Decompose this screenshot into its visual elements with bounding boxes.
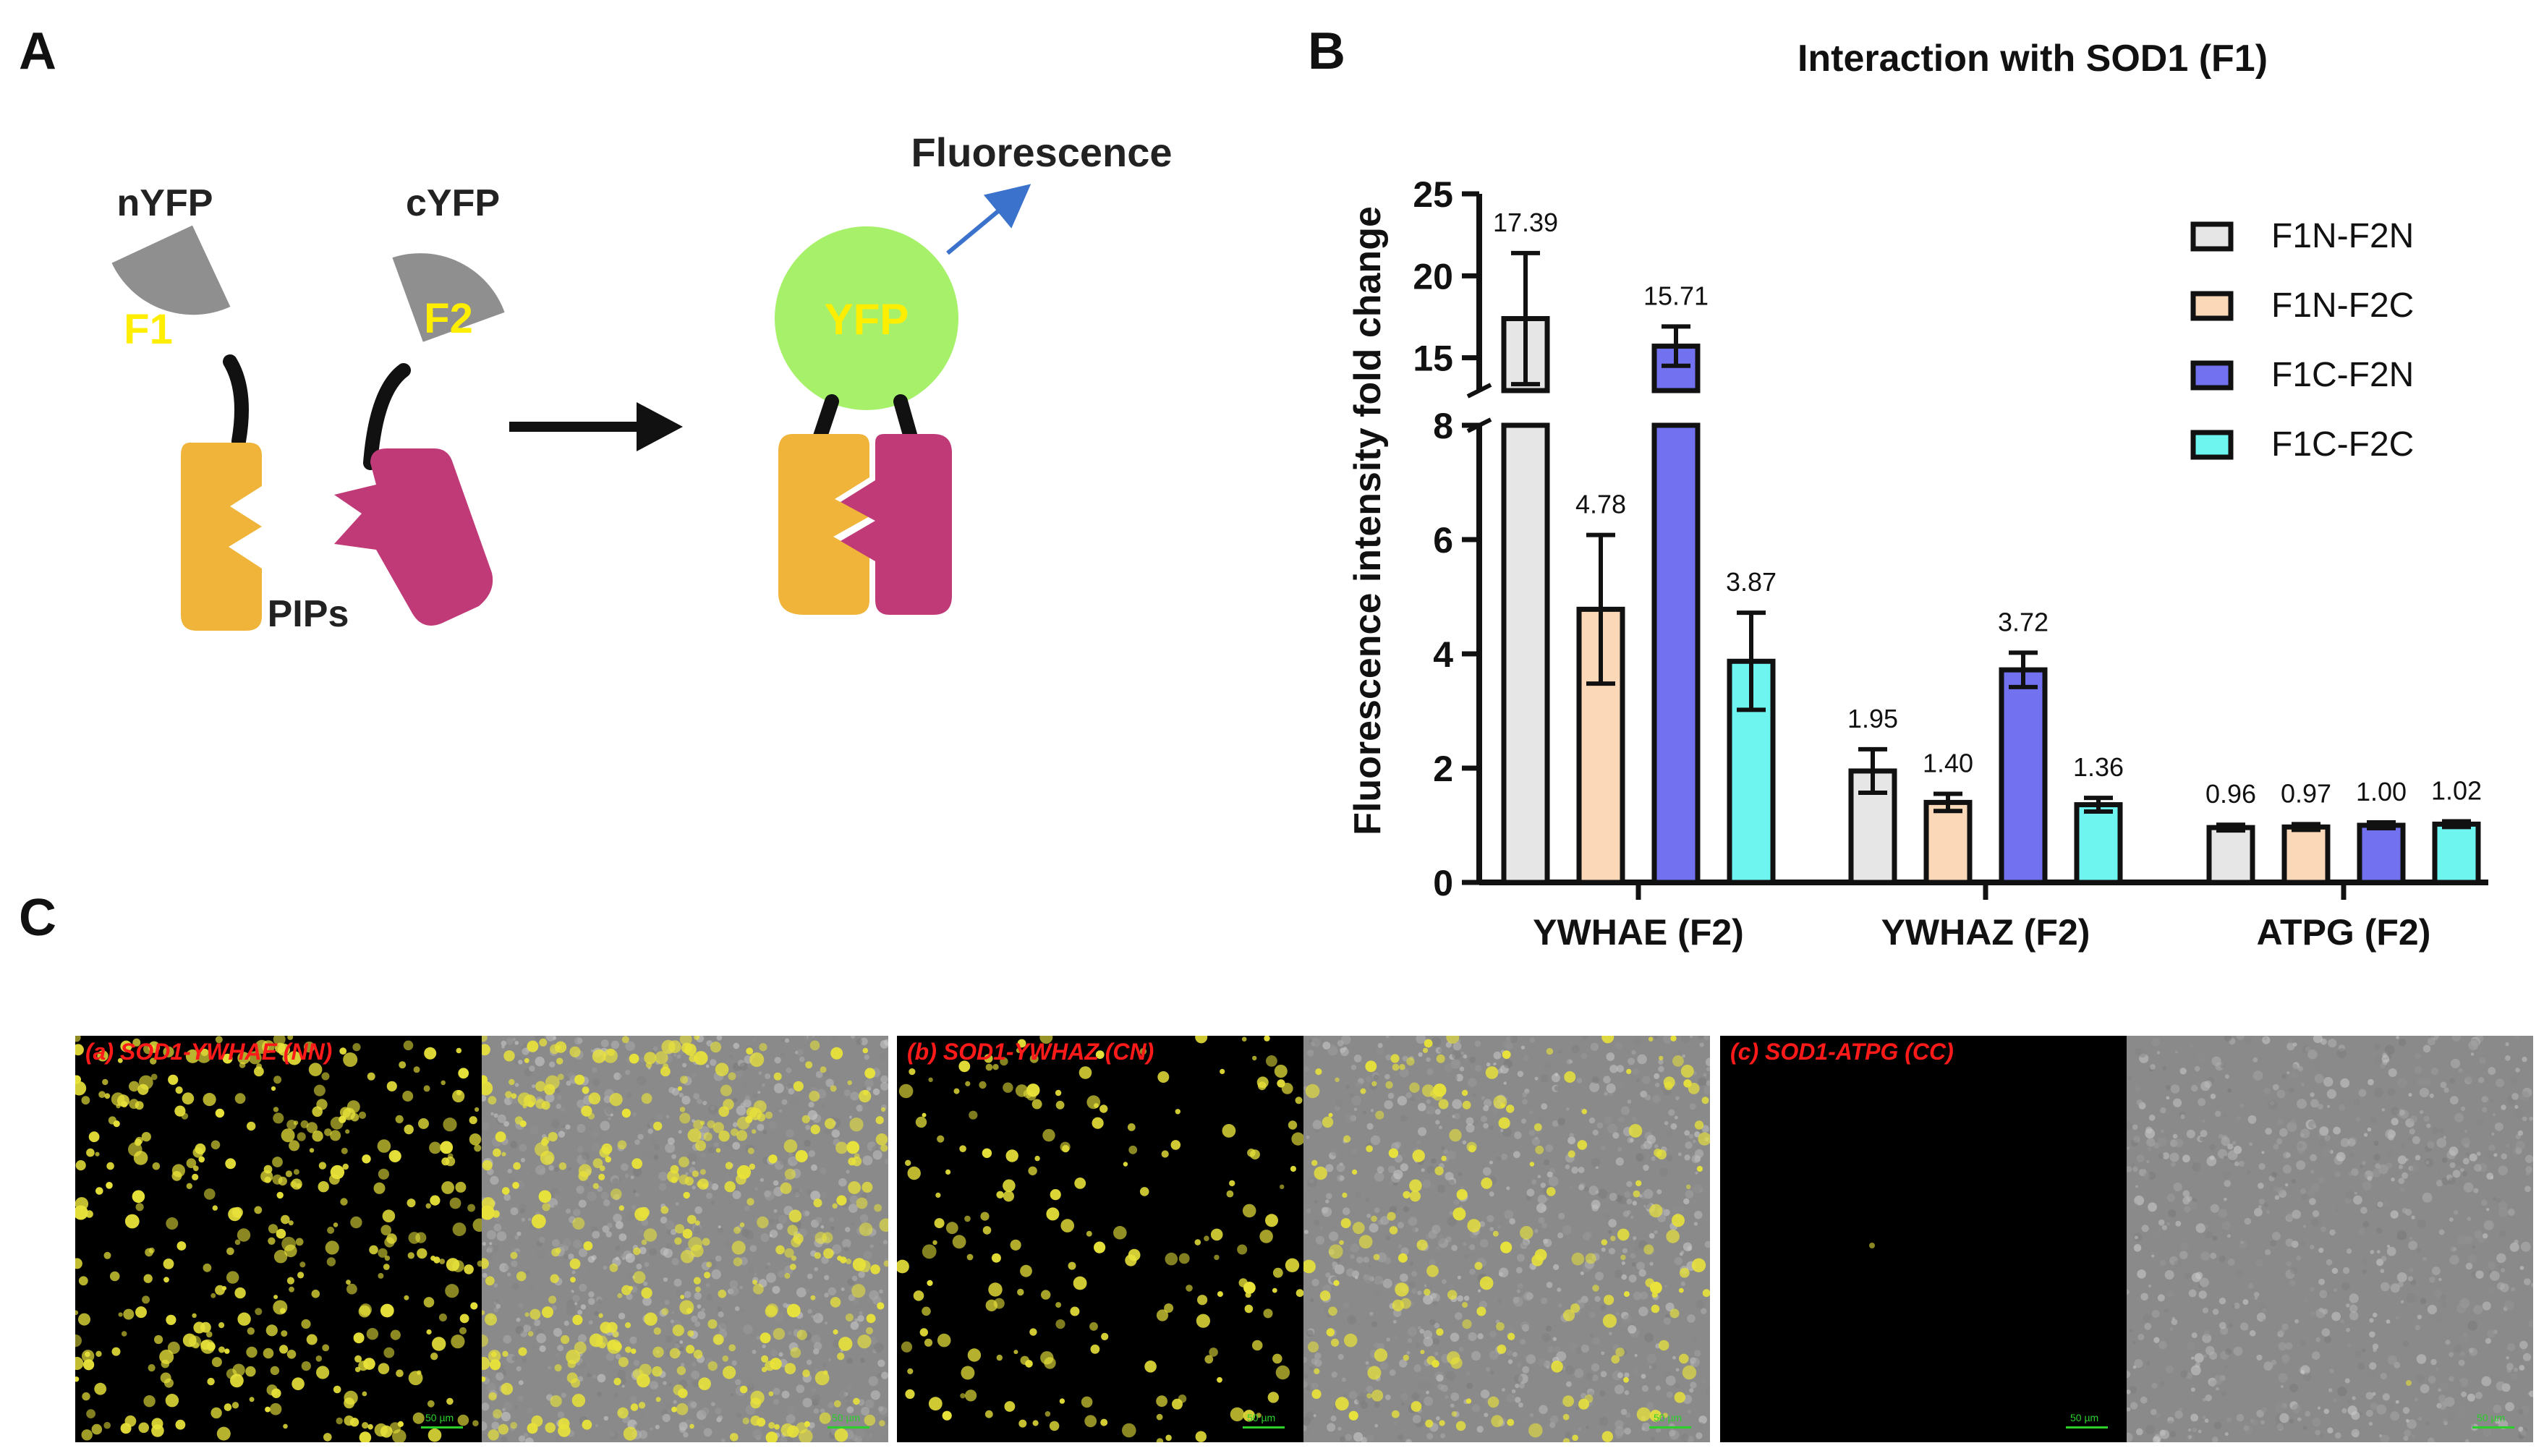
data-label: 1.95 <box>1847 704 1898 733</box>
f1-label: F1 <box>124 306 173 353</box>
bar-f1c-f2n-2 <box>2357 822 2406 885</box>
legend-label-f1c-f2n: F1C-F2N <box>2271 356 2414 394</box>
scale-bar-label: 50 µm <box>425 1412 454 1423</box>
y-tick-label: 6 <box>1433 520 1453 561</box>
y-tick-label: 25 <box>1413 174 1453 215</box>
x-tick-label: ATPG (F2) <box>2257 912 2431 953</box>
legend-swatch-f1c-f2c <box>2190 430 2234 460</box>
x-tick-label: YWHAE (F2) <box>1533 912 1744 953</box>
micrograph-a-merged: 50 µm <box>482 1036 888 1442</box>
y-tick-label: 4 <box>1433 634 1453 675</box>
legend-label-f1n-f2c: F1N-F2C <box>2271 286 2414 325</box>
panel-letter-c: C <box>19 889 56 947</box>
bar-f1n-f2n-0-lower <box>1501 422 1550 885</box>
reaction-arrowhead <box>637 402 683 451</box>
cyfp-label: cYFP <box>406 182 500 224</box>
y-axis-label: Fluorescence intensity fold change <box>1347 206 1389 835</box>
data-label: 17.39 <box>1493 208 1558 237</box>
protein-orange-right <box>778 434 869 615</box>
scale-bar-label: 50 µm <box>1247 1412 1276 1423</box>
scale-bar <box>1243 1426 1285 1429</box>
y-tick-label: 8 <box>1433 406 1453 446</box>
micrograph-label: (b) SOD1-YWHAZ (CN) <box>907 1039 1154 1065</box>
scale-bar <box>2066 1426 2108 1429</box>
bar-f1n-f2c-2 <box>2281 824 2331 885</box>
bar-f1n-f2c-1 <box>1923 799 1973 885</box>
nyfp-label: nYFP <box>117 182 213 224</box>
scale-bar-label: 50 µm <box>2477 1412 2506 1423</box>
bifc-schematic: nYFP cYFP F1 F2 PIPs YFP Fluorescence <box>111 129 1173 635</box>
scale-bar-label: 50 µm <box>2070 1412 2099 1423</box>
data-label: 3.87 <box>1726 567 1777 597</box>
panel-letter-a: A <box>19 22 56 80</box>
scale-bar-label: 50 µm <box>1654 1412 1682 1423</box>
micrograph-c-fluor: (c) SOD1-ATPG (CC) 50 µm <box>1720 1036 2127 1442</box>
bar-break-gap <box>1650 393 1702 422</box>
cyfp-half-circle <box>392 253 505 342</box>
data-label: 0.97 <box>2281 778 2331 808</box>
data-label: 1.36 <box>2073 752 2124 782</box>
scale-bar-label: 50 µm <box>832 1412 861 1423</box>
data-label: 0.96 <box>2205 779 2256 809</box>
chart-title: Interaction with SOD1 (F1) <box>1798 38 2268 80</box>
fluorescence-bar-chart: Interaction with SOD1 (F1) Fluorescence i… <box>1347 38 2488 953</box>
bar-f1c-f2c-1 <box>2074 802 2123 885</box>
micrograph-label: (c) SOD1-ATPG (CC) <box>1730 1039 1954 1065</box>
micrograph-b-fluor: (b) SOD1-YWHAZ (CN) 50 µm <box>897 1036 1303 1442</box>
data-label: 4.78 <box>1575 490 1626 519</box>
fluorescence-arrow <box>946 184 1031 255</box>
bar-f1c-f2n-1 <box>1999 667 2048 885</box>
legend-label-f1n-f2n: F1N-F2N <box>2271 217 2414 255</box>
data-label: 1.40 <box>1923 749 1973 778</box>
data-label: 15.71 <box>1643 281 1709 310</box>
linker-right <box>363 363 411 470</box>
nyfp-half-circle <box>111 225 231 315</box>
y-tick-label: 20 <box>1413 256 1453 297</box>
f2-label: F2 <box>424 295 473 342</box>
axis-break-mark-top <box>1466 383 1492 399</box>
scale-bar <box>421 1426 463 1429</box>
micrograph-a-fluor: (a) SOD1-YWHAE (NN) 50 µm <box>75 1036 482 1442</box>
x-tick-label: YWHAZ (F2) <box>1881 912 2090 953</box>
micrograph-label: (a) SOD1-YWHAE (NN) <box>85 1039 333 1065</box>
yfp-label: YFP <box>825 295 909 344</box>
data-label: 1.02 <box>2431 775 2482 805</box>
y-tick-label: 15 <box>1413 339 1453 379</box>
scale-bar <box>828 1426 869 1429</box>
y-tick-label: 2 <box>1433 749 1453 789</box>
bar-f1n-f2n-2 <box>2206 825 2255 885</box>
data-label: 1.00 <box>2356 777 2407 806</box>
legend-swatch-f1n-f2n <box>2190 221 2234 252</box>
data-label: 3.72 <box>1998 607 2049 637</box>
scale-bar <box>1649 1426 1691 1429</box>
scale-bar <box>2472 1426 2514 1429</box>
linker-left <box>223 354 249 448</box>
protein-magenta-left <box>334 448 493 626</box>
panel-letter-b: B <box>1308 22 1345 80</box>
y-tick-label: 0 <box>1433 863 1453 903</box>
protein-orange-left <box>181 443 262 631</box>
micrograph-c-merged: 50 µm <box>2127 1036 2533 1442</box>
micrograph-b-merged: 50 µm <box>1303 1036 1710 1442</box>
legend-label-f1c-f2c: F1C-F2C <box>2271 425 2414 464</box>
legend-swatch-f1n-f2c <box>2190 291 2234 321</box>
bar-f1c-f2c-2 <box>2432 821 2481 885</box>
bar-break-gap <box>1499 393 1552 422</box>
protein-magenta-right <box>841 434 952 615</box>
yfp-circle <box>775 226 958 410</box>
bar-f1c-f2n-0-lower <box>1651 422 1701 885</box>
pips-label: PIPs <box>268 593 349 635</box>
fluorescence-label: Fluorescence <box>911 129 1172 175</box>
legend-swatch-f1c-f2n <box>2190 360 2234 391</box>
